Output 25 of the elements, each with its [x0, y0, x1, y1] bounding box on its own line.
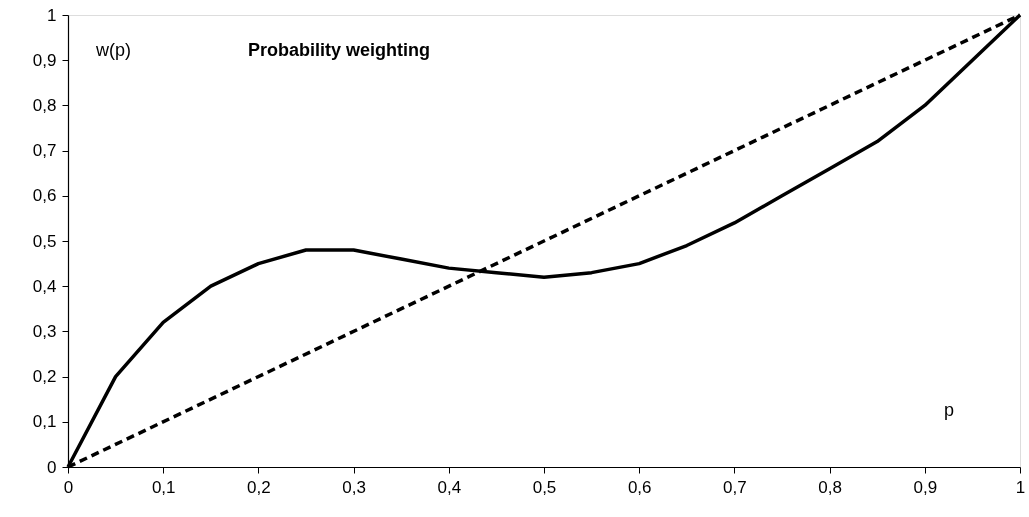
- x-tick-label: 1: [1015, 477, 1026, 497]
- y-axis-title: w(p): [95, 40, 131, 60]
- y-tick-label: 0,1: [32, 412, 57, 432]
- y-tick-label: 0,2: [32, 367, 57, 387]
- x-tick-label: 0,1: [151, 477, 176, 497]
- y-tick-label: 0,3: [32, 321, 57, 341]
- y-tick-label: 0,9: [32, 50, 57, 70]
- text: Probability weighting: [248, 40, 431, 60]
- x-tick-label: 0,5: [532, 477, 557, 497]
- y-tick-label: 0: [47, 457, 57, 477]
- x-axis-title: p: [944, 400, 955, 420]
- x-tick-label: 0,9: [913, 477, 938, 497]
- y-tick-label: 0,5: [32, 231, 57, 251]
- x-tick-label: 0: [63, 477, 74, 497]
- x-tick-label: 0,7: [723, 477, 747, 497]
- x-tick-label: 0,3: [342, 477, 366, 497]
- y-tick-label: 0,6: [32, 186, 57, 206]
- x-tick-label: 0,6: [627, 477, 652, 497]
- x-tick-label: 0,2: [247, 477, 271, 497]
- y-tick-label: 0,7: [32, 141, 57, 161]
- y-tick-label: 0,8: [32, 95, 57, 115]
- y-tick-label: 1: [47, 5, 57, 25]
- x-tick-label: 0,8: [818, 477, 842, 497]
- y-tick-label: 0,4: [32, 276, 57, 296]
- x-tick-label: 0,4: [437, 477, 462, 497]
